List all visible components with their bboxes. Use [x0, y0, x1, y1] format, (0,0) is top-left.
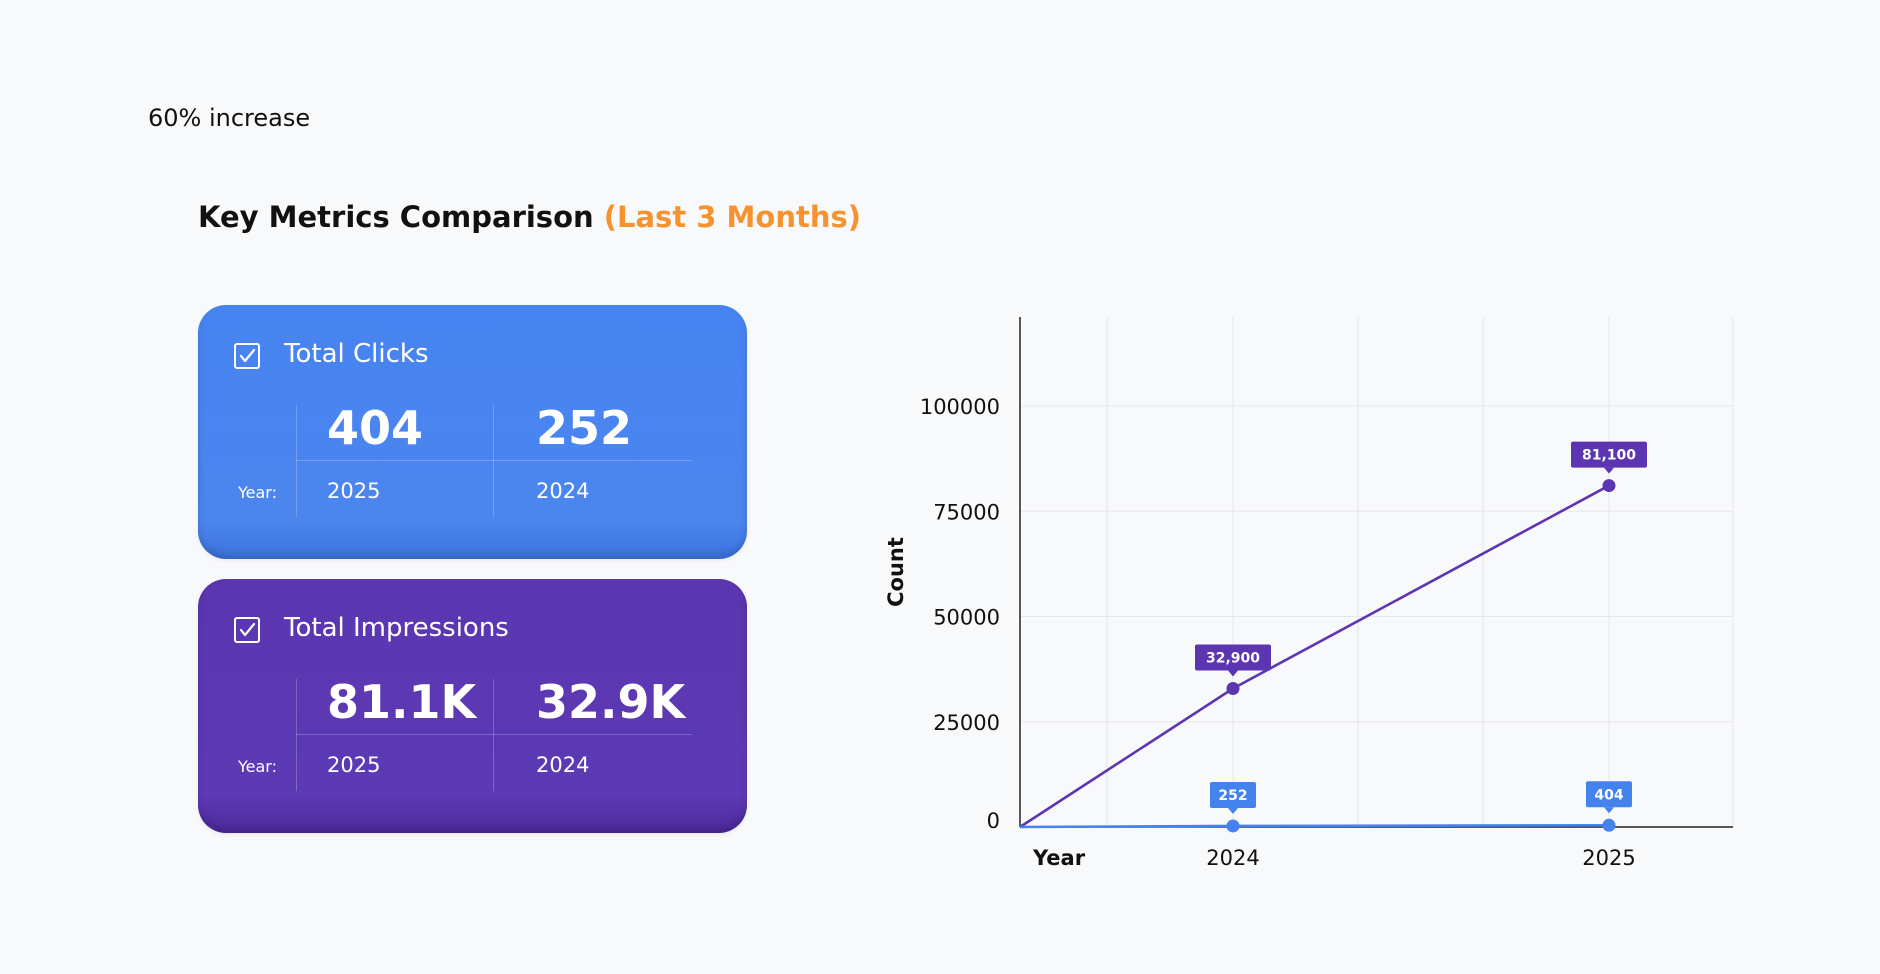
divider [296, 679, 297, 791]
value-previous: 252 [536, 401, 633, 455]
y-tick-label: 25000 [933, 711, 1000, 735]
card-title: Total Impressions [284, 613, 509, 643]
card-title: Total Clicks [284, 339, 429, 369]
increase-text: 60% increase [148, 104, 311, 132]
page-title-main: Key Metrics Comparison [198, 200, 594, 234]
data-label-pointer [1228, 670, 1238, 677]
data-label-pointer [1228, 807, 1238, 814]
value-previous: 32.9K [536, 675, 686, 729]
y-axis-title: Count [884, 537, 908, 607]
data-label: 404 [1594, 787, 1623, 803]
total-impressions-checkbox[interactable] [234, 617, 260, 643]
year-previous: 2024 [536, 479, 590, 503]
divider [493, 679, 494, 791]
data-label-box [1210, 781, 1256, 808]
data-label: 32,900 [1206, 650, 1260, 666]
value-current: 81.1K [327, 675, 477, 729]
y-tick-label: 50000 [933, 606, 1000, 630]
divider [296, 734, 692, 735]
data-point [1226, 819, 1240, 833]
y-tick-label: 75000 [933, 500, 1000, 524]
data-label: 252 [1218, 788, 1247, 804]
year-current: 2025 [327, 479, 381, 503]
data-label-box [1571, 441, 1647, 468]
total-impressions-card: Total Impressions 81.1K 32.9K Year: 2025… [198, 579, 747, 833]
divider [296, 460, 692, 461]
value-current: 404 [327, 401, 424, 455]
y-tick-label: 100000 [920, 395, 1000, 419]
year-previous: 2024 [536, 753, 590, 777]
total-clicks-checkbox[interactable] [234, 343, 260, 369]
data-point [1602, 818, 1616, 832]
year-label: Year: [238, 757, 277, 776]
year-label: Year: [238, 483, 277, 502]
total-clicks-card: Total Clicks 404 252 Year: 2025 2024 [198, 305, 747, 559]
page-title: Key Metrics Comparison (Last 3 Months) [198, 200, 861, 234]
x-axis-title: Year [1032, 846, 1086, 870]
data-label-box [1195, 644, 1271, 671]
data-label-pointer [1604, 467, 1614, 474]
series-line [1019, 484, 1610, 829]
data-label-pointer [1604, 807, 1614, 814]
year-current: 2025 [327, 753, 381, 777]
check-icon [239, 622, 256, 637]
series-line [1019, 823, 1610, 829]
x-tick-label: 2025 [1582, 846, 1635, 870]
page-title-period: (Last 3 Months) [603, 200, 861, 234]
y-tick-label: 0 [987, 809, 1000, 833]
data-label: 81,100 [1582, 448, 1636, 464]
divider [296, 405, 297, 517]
x-tick-label: 2024 [1206, 846, 1259, 870]
check-icon [239, 348, 256, 363]
divider [493, 405, 494, 517]
data-point [1602, 479, 1616, 493]
data-point [1226, 681, 1240, 695]
data-label-box [1586, 781, 1632, 808]
